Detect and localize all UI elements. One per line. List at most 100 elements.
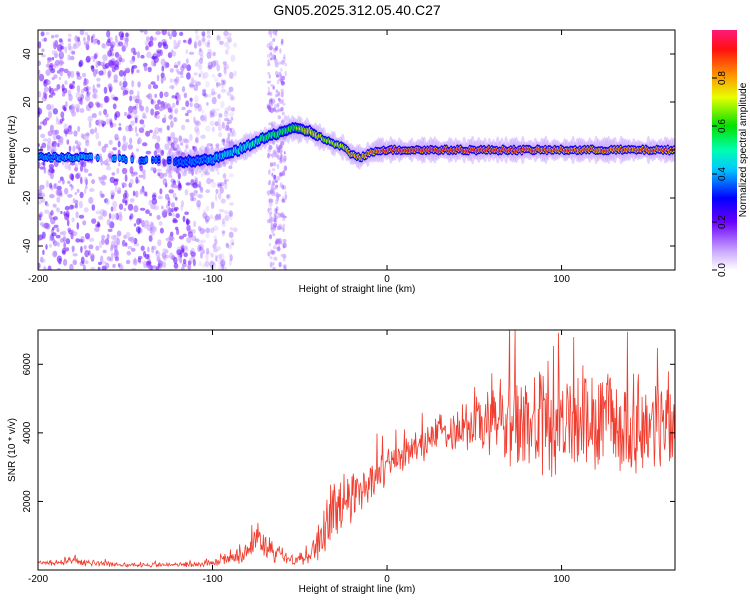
noise-point-711	[177, 70, 181, 75]
noise-point-335	[57, 138, 61, 143]
noise-point-716	[142, 123, 146, 128]
noise-point-1367	[163, 172, 168, 177]
noise-point-1541	[275, 30, 278, 37]
noise-point-828	[197, 204, 201, 211]
noise-point-938	[214, 214, 220, 221]
noise-point-498	[193, 190, 198, 194]
noise-point-1088	[106, 219, 111, 226]
noise-point-958	[57, 44, 63, 52]
noise-point-156	[224, 117, 230, 122]
noise-point-1177	[88, 244, 94, 250]
noise-point-793	[56, 70, 61, 74]
snr-ytick-label-0: 2000	[22, 490, 33, 513]
noise-point-1037	[215, 143, 220, 148]
noise-point-1102	[127, 245, 133, 250]
noise-point-746	[224, 125, 230, 132]
noise-point-774	[217, 118, 221, 125]
noise-point-765	[84, 232, 91, 240]
noise-point-1521	[270, 162, 274, 167]
noise-point-1123	[170, 30, 176, 36]
noise-point-1305	[231, 96, 235, 101]
noise-point-1463	[267, 207, 270, 214]
noise-point-927	[45, 117, 50, 121]
noise-point-70	[185, 58, 189, 64]
noise-point-1338	[53, 183, 57, 190]
noise-point-976	[129, 89, 134, 95]
noise-point-796	[42, 198, 46, 203]
noise-point-653	[204, 260, 210, 268]
noise-point-1335	[200, 134, 206, 139]
noise-point-902	[59, 118, 63, 124]
noise-point-556	[184, 211, 189, 215]
noise-point-282	[225, 243, 230, 249]
noise-point-677	[151, 55, 157, 60]
noise-point-725	[89, 187, 95, 193]
noise-point-109	[105, 166, 112, 171]
noise-point-1545	[278, 144, 283, 150]
noise-point-1073	[109, 86, 112, 93]
noise-point-681	[135, 148, 140, 152]
noise-point-1618	[282, 238, 287, 243]
noise-point-273	[197, 240, 203, 245]
noise-point-1388	[49, 63, 54, 68]
noise-point-1225	[106, 40, 112, 47]
noise-point-306	[63, 187, 69, 195]
noise-point-948	[200, 251, 203, 259]
noise-point-343	[143, 30, 148, 35]
noise-point-90	[191, 235, 197, 242]
noise-point-1190	[60, 210, 63, 215]
noise-point-570	[67, 180, 71, 184]
noise-point-1207	[112, 200, 118, 208]
noise-point-1364	[106, 118, 110, 125]
noise-point-376	[231, 242, 235, 246]
noise-point-975	[113, 213, 118, 220]
noise-point-786	[125, 125, 130, 132]
noise-point-855	[65, 210, 70, 218]
noise-point-730	[227, 132, 231, 139]
noise-point-1002	[38, 41, 42, 49]
noise-point-1288	[114, 256, 119, 262]
noise-point-1378	[209, 260, 215, 268]
noise-point-1043	[55, 234, 61, 239]
noise-point-1178	[122, 141, 129, 147]
colorbar: 0.0 0.2 0.4 0.6 0.8 Normalized spectral ampl…	[712, 30, 749, 277]
noise-point-1588	[280, 60, 285, 65]
noise-point-39	[147, 246, 150, 253]
snr-xtick-label-2: 0	[384, 574, 390, 585]
noise-point-616	[72, 253, 78, 257]
noise-point-1657	[273, 103, 277, 109]
noise-point-1413	[281, 119, 285, 124]
noise-point-1379	[200, 134, 206, 139]
noise-point-929	[189, 133, 193, 141]
noise-point-235	[232, 130, 237, 138]
noise-point-1579	[267, 54, 271, 58]
noise-point-825	[201, 109, 205, 115]
noise-point-88	[202, 212, 208, 220]
noise-point-568	[220, 100, 225, 109]
noise-point-557	[129, 198, 135, 203]
noise-point-1289	[46, 103, 52, 111]
noise-point-1265	[70, 103, 76, 112]
noise-point-140	[220, 78, 224, 83]
noise-point-1329	[156, 74, 160, 82]
noise-point-230	[200, 54, 204, 60]
noise-point-994	[157, 42, 162, 47]
noise-point-834	[135, 95, 140, 100]
noise-point-1172	[171, 182, 175, 188]
noise-point-685	[50, 210, 54, 216]
noise-point-341	[205, 125, 211, 132]
noise-point-871	[226, 121, 230, 130]
noise-point-946	[38, 161, 41, 169]
noise-point-954	[124, 200, 128, 206]
spec-xtick-label-0: -200	[28, 274, 48, 285]
noise-point-1262	[119, 262, 123, 269]
noise-point-618	[76, 222, 80, 230]
noise-point-319	[211, 112, 215, 118]
noise-point-1292	[189, 97, 193, 102]
noise-point-36	[228, 258, 232, 266]
noise-point-644	[49, 235, 52, 242]
noise-point-758	[53, 250, 58, 257]
noise-point-354	[47, 265, 52, 270]
spectrogram-ylabel: Frequency (Hz)	[7, 116, 18, 185]
noise-point-1385	[202, 229, 206, 233]
